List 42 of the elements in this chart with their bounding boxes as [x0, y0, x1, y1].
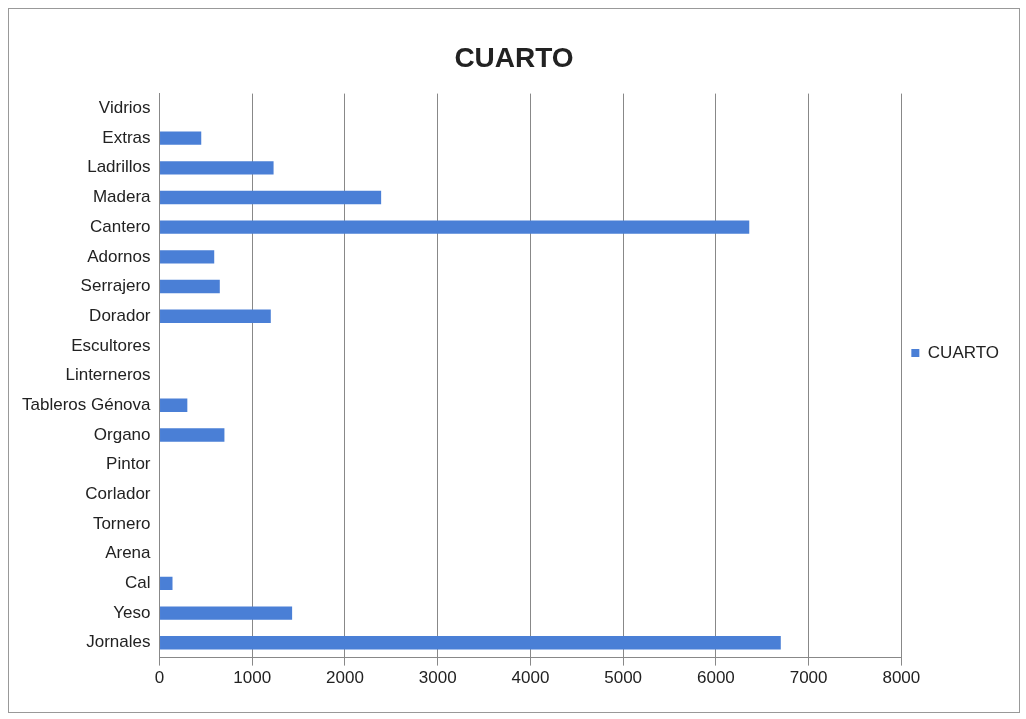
- x-tick-label: 8000: [882, 668, 921, 688]
- bar: [160, 636, 781, 650]
- bar: [160, 279, 220, 294]
- chart-title: CUARTO: [454, 41, 574, 73]
- y-tick-label: Corlador: [85, 484, 151, 504]
- x-tick-label: 5000: [604, 668, 643, 688]
- bar: [160, 576, 173, 591]
- x-tick-label: 2000: [326, 668, 364, 688]
- y-tick-label: Madera: [92, 187, 152, 207]
- x-tick-label: 0: [154, 668, 165, 688]
- y-tick-label: Adornos: [87, 246, 151, 266]
- y-tick-label: Escultores: [71, 335, 151, 355]
- bar: [160, 161, 274, 175]
- y-tick-label: Serrajero: [80, 276, 151, 296]
- x-tick-label: 4000: [511, 668, 550, 688]
- y-tick-label: Organo: [93, 424, 151, 444]
- y-tick-label: Extras: [102, 127, 151, 147]
- y-tick-label: Cantero: [90, 216, 151, 236]
- bar: [160, 309, 271, 323]
- y-tick-label: Dorador: [89, 305, 151, 325]
- bar: [160, 250, 215, 264]
- y-tick-label: Arena: [105, 543, 152, 563]
- bar: [160, 606, 293, 620]
- x-tick-label: 1000: [233, 668, 272, 688]
- x-tick-label: 6000: [696, 668, 735, 688]
- legend-label: CUARTO: [927, 342, 1000, 362]
- y-tick-label: Cal: [125, 573, 151, 593]
- y-tick-label: Yeso: [113, 602, 151, 622]
- y-tick-label: Jornales: [86, 632, 151, 652]
- y-tick-label: Tornero: [92, 513, 151, 533]
- y-tick-label: Tableros Génova: [21, 394, 152, 414]
- x-tick-label: 3000: [418, 668, 457, 688]
- bar: [160, 398, 188, 412]
- y-tick-label: Ladrillos: [87, 157, 151, 177]
- bar: [160, 428, 225, 442]
- y-tick-label: Pintor: [106, 454, 151, 474]
- y-tick-label: Linterneros: [65, 365, 151, 385]
- bar: [160, 190, 382, 205]
- bar: [160, 220, 750, 234]
- x-tick-label: 7000: [789, 668, 828, 688]
- bar: [160, 131, 202, 145]
- y-tick-label: Vidrios: [98, 98, 151, 118]
